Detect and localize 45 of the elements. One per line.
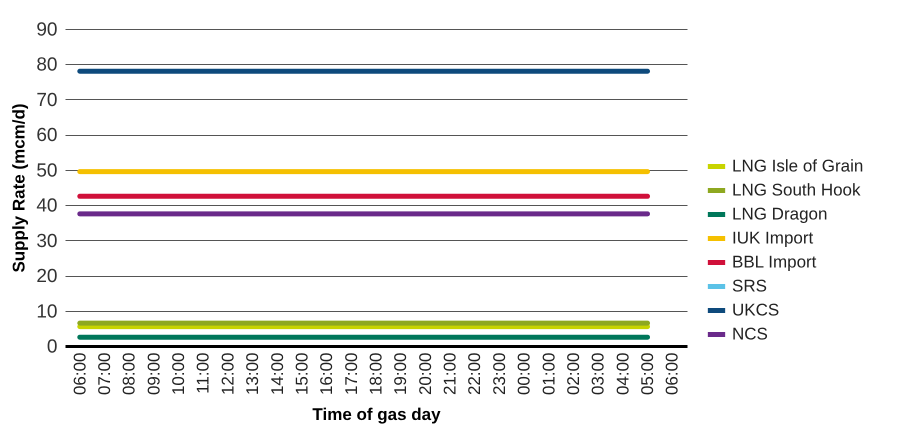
x-tick-label: 03:00 — [588, 352, 608, 396]
x-axis-title: Time of gas day — [312, 405, 442, 424]
x-tick-label: 05:00 — [638, 352, 658, 396]
y-tick-label: 70 — [36, 90, 58, 111]
y-tick-label: 50 — [36, 160, 58, 182]
x-tick-label: 10:00 — [169, 352, 188, 396]
x-tick-label: 06:00 — [662, 352, 682, 396]
x-tick-label: 22:00 — [465, 352, 484, 396]
x-tick-label: 17:00 — [342, 352, 361, 396]
x-tick-label: 13:00 — [243, 352, 262, 396]
y-tick-label: 20 — [36, 266, 58, 288]
x-tick-label: 16:00 — [317, 352, 336, 396]
y-tick-label: 80 — [36, 54, 58, 76]
x-tick-label: 12:00 — [218, 352, 238, 396]
legend-label: NCS — [732, 324, 768, 344]
x-tick-label: 04:00 — [613, 352, 632, 396]
x-tick-label: 11:00 — [194, 352, 213, 394]
x-tick-label: 20:00 — [416, 352, 435, 396]
x-tick-label: 01:00 — [539, 352, 558, 396]
legend-label: IUK Import — [732, 228, 814, 248]
y-axis-title: Supply Rate (mcm/d) — [9, 103, 28, 273]
x-tick-label: 07:00 — [94, 352, 114, 396]
x-tick-label: 15:00 — [292, 352, 312, 396]
x-tick-label: 18:00 — [366, 352, 386, 396]
legend-label: LNG South Hook — [732, 180, 862, 200]
y-tick-label: 10 — [36, 301, 58, 322]
legend-label: UKCS — [732, 300, 780, 320]
y-tick-label: 30 — [36, 230, 58, 252]
legend-label: LNG Dragon — [732, 204, 828, 224]
legend-label: LNG Isle of Grain — [732, 156, 864, 176]
y-tick-label: 60 — [36, 125, 58, 146]
x-tick-label: 19:00 — [391, 352, 410, 396]
x-tick-label: 06:00 — [70, 352, 90, 396]
x-tick-label: 09:00 — [144, 352, 164, 396]
y-tick-label: 90 — [36, 20, 58, 40]
x-tick-label: 08:00 — [120, 352, 139, 396]
x-tick-label: 02:00 — [564, 352, 583, 396]
y-tick-label: 0 — [46, 336, 58, 358]
x-tick-label: 23:00 — [490, 352, 509, 396]
x-tick-label: 14:00 — [268, 352, 287, 396]
legend-label: BBL Import — [732, 252, 817, 272]
legend-label: SRS — [732, 276, 767, 296]
x-tick-label: 00:00 — [514, 352, 534, 396]
x-tick-label: 21:00 — [440, 352, 460, 396]
y-tick-label: 40 — [36, 196, 58, 217]
